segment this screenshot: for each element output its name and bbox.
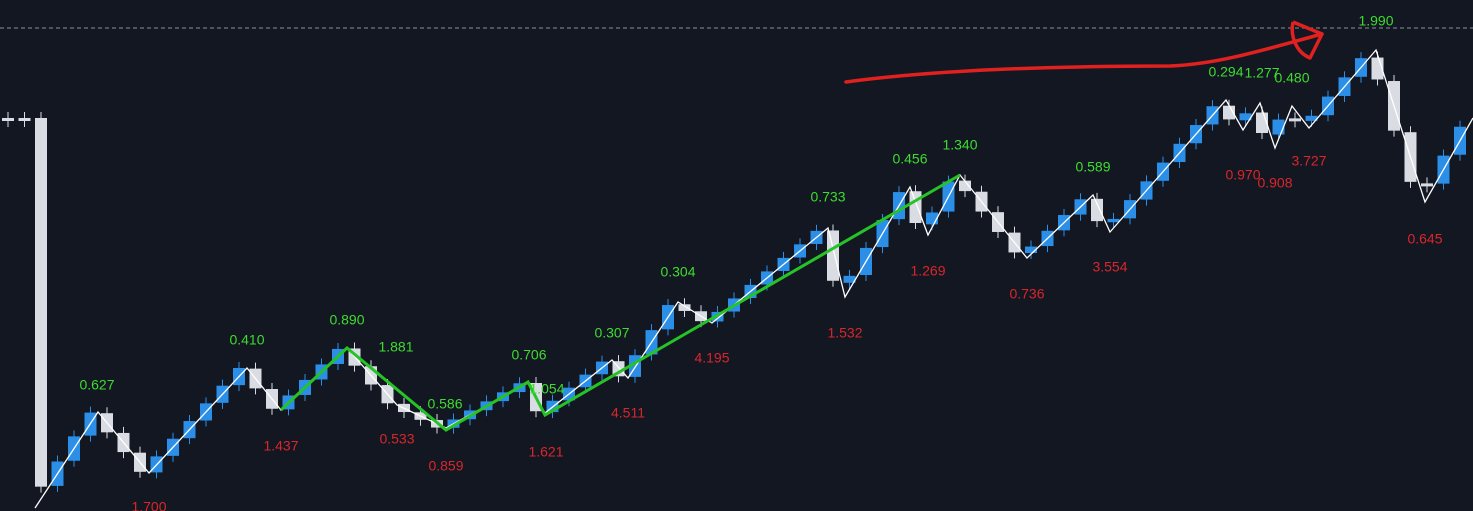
high-label: 0.733 <box>810 189 845 205</box>
high-label: 0.890 <box>329 312 364 328</box>
low-label: 4.195 <box>694 350 729 366</box>
low-label: 0.908 <box>1257 175 1292 191</box>
candle-body <box>35 118 47 487</box>
candle-body <box>1289 118 1301 122</box>
candle-body <box>1421 183 1433 187</box>
high-label: 0.627 <box>79 377 114 393</box>
drawn-arrowhead <box>1290 20 1324 60</box>
high-label: 0.586 <box>427 396 462 412</box>
low-label: 3.727 <box>1291 153 1326 169</box>
candle-body <box>843 275 856 283</box>
candle-body <box>1091 198 1103 222</box>
candle-body <box>909 191 922 223</box>
low-label: 4.511 <box>611 405 645 421</box>
candle-body <box>1223 105 1235 120</box>
high-label: 0.307 <box>594 325 629 341</box>
low-label: 0.533 <box>379 431 414 447</box>
candle-body <box>1107 218 1120 223</box>
low-label: 0.645 <box>1407 231 1442 247</box>
candle-body <box>827 230 839 281</box>
low-label: 1.700 <box>131 499 166 511</box>
low-label: 1.269 <box>910 263 945 279</box>
candle-body <box>959 180 971 192</box>
pattern-zigzag <box>279 173 961 432</box>
candle-body <box>1305 115 1318 121</box>
candle-body <box>18 118 31 121</box>
high-label: 0.480 <box>1274 70 1309 86</box>
high-label: 0.410 <box>229 332 264 348</box>
low-label: 0.859 <box>428 458 463 474</box>
high-label: 1.990 <box>1358 13 1393 29</box>
high-label: 1.881 <box>378 339 413 355</box>
candle-body <box>1272 119 1285 135</box>
candle-body <box>1025 246 1037 254</box>
candle-body <box>926 212 938 225</box>
low-label: 0.970 <box>1225 167 1260 183</box>
high-label: 0.304 <box>660 264 695 280</box>
high-label: 0.294 <box>1208 64 1243 80</box>
candle-body <box>678 304 691 311</box>
drawn-arrow <box>844 32 1324 84</box>
high-label: 1.054 <box>529 381 564 397</box>
low-label: 1.437 <box>263 438 298 454</box>
candle-body <box>2 118 14 121</box>
high-label: 0.589 <box>1075 159 1110 175</box>
high-label: 1.277 <box>1244 65 1279 81</box>
high-label: 0.706 <box>511 347 546 363</box>
pivot-labels: 0.627 0.410 0.890 1.881 0.586 0.706 1.054 0.307… <box>79 13 1442 511</box>
low-label: 3.554 <box>1092 259 1127 275</box>
high-label: 0.456 <box>892 151 927 167</box>
low-label: 1.621 <box>528 444 563 460</box>
low-label: 1.532 <box>827 325 862 341</box>
candle-body <box>1239 113 1252 121</box>
low-label: 0.736 <box>1009 286 1044 302</box>
high-label: 1.340 <box>942 137 977 153</box>
